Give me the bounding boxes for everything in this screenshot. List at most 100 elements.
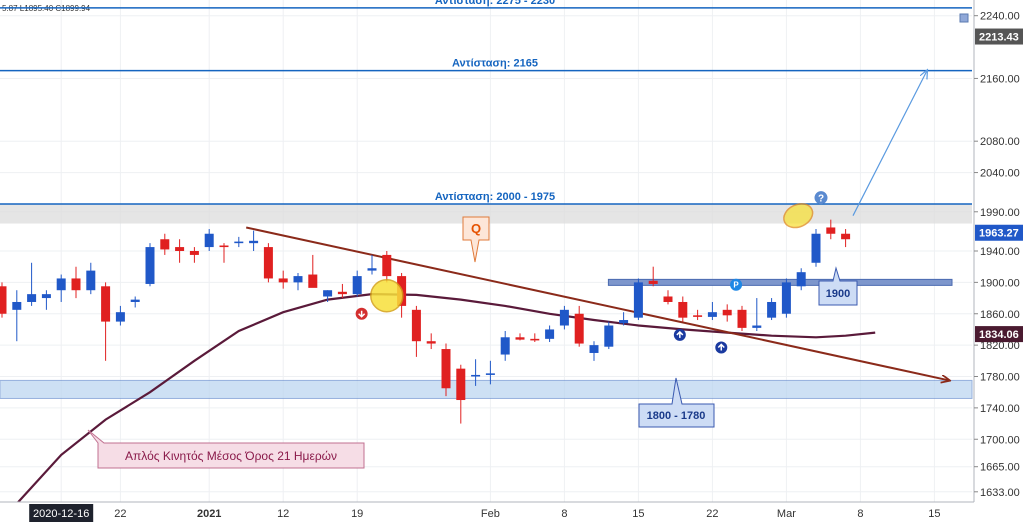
candle-body: [633, 282, 643, 318]
support-zone-1800-1780: [0, 379, 973, 399]
x-tick-label: 19: [351, 508, 363, 520]
candle-body: [249, 240, 259, 244]
candle-body: [648, 280, 658, 284]
candle: [707, 301, 717, 321]
candle-body: [293, 276, 303, 283]
resistance-label-1: Αντίσταση: 2165: [452, 58, 538, 70]
candle: [145, 243, 155, 287]
candle: [767, 298, 777, 321]
candle: [27, 262, 37, 306]
y-tick-label: 2080.00: [980, 136, 1020, 148]
candle-body: [826, 227, 836, 234]
candle-body: [678, 301, 688, 318]
q-callout-label: Q: [471, 221, 481, 236]
candle: [515, 333, 525, 341]
candle: [189, 247, 199, 263]
candle: [796, 268, 806, 291]
candle: [485, 360, 495, 385]
panel-icon: [959, 13, 969, 23]
candle: [323, 290, 333, 302]
level-1900-callout-box: [818, 266, 858, 306]
candle-body: [130, 299, 140, 302]
candle: [841, 229, 851, 248]
candle: [382, 251, 392, 283]
level-1900-callout: 1900: [818, 266, 858, 306]
candle-body: [619, 320, 629, 324]
candle: [337, 283, 347, 299]
candle: [589, 341, 599, 361]
moving-average-line: [15, 292, 876, 505]
candle: [441, 343, 451, 397]
candle-body: [559, 309, 569, 326]
y-tick-label: 1940.00: [980, 246, 1020, 258]
candle: [471, 359, 481, 386]
candle: [722, 304, 732, 322]
up-arrow-glyph: [717, 343, 725, 351]
candle-body: [411, 309, 421, 342]
candle-body: [796, 272, 806, 287]
projection-arrow: [852, 71, 927, 216]
y-tick-label: 1900.00: [980, 277, 1020, 289]
y-tick-label: 1633.00: [980, 487, 1020, 499]
candle: [278, 270, 288, 289]
price-tag-bg: [975, 28, 1023, 45]
candle: [811, 229, 821, 267]
x-cursor-date-label: 2020-12-16: [33, 508, 89, 520]
highlight-ellipse-march: [783, 203, 814, 229]
resistance-label-2: Αντίσταση: 2000 - 1975: [435, 191, 555, 203]
candle-body: [781, 282, 791, 314]
candle-body: [752, 325, 762, 328]
q-callout: Q: [462, 216, 490, 263]
candle: [678, 296, 688, 322]
candle-body: [56, 278, 66, 291]
candle-body: [545, 329, 555, 339]
candle-body: [86, 270, 96, 291]
candle: [367, 254, 377, 275]
x-tick-label: 22: [114, 508, 126, 520]
candle: [663, 290, 673, 305]
y-tick-label: 2160.00: [980, 73, 1020, 85]
candle-body: [693, 315, 703, 317]
downtrend-line: [245, 226, 949, 380]
candle-body: [574, 313, 584, 344]
ma-callout-box: [87, 429, 365, 469]
candle-body: [767, 301, 777, 318]
candle: [219, 243, 229, 263]
x-tick-label: Feb: [481, 508, 500, 520]
level-1900-label: 1900: [826, 288, 850, 300]
candle: [648, 266, 658, 287]
candle-body: [234, 241, 244, 244]
candle-body: [367, 268, 377, 271]
candle-body: [263, 247, 273, 279]
candle: [204, 229, 214, 251]
y-tick-label: 1740.00: [980, 403, 1020, 415]
candle: [56, 274, 66, 302]
x-axis: 2020-12-16 22 2021 12 19 Feb 8 15 22 Mar 8 15: [0, 501, 1024, 524]
candle: [574, 305, 584, 347]
y-axis-bg: [974, 0, 1024, 524]
resistance-label-0: Αντίσταση: 2275 - 2230: [435, 0, 555, 7]
resistance-zone-2000-1975: [0, 203, 972, 224]
y-tick-label: 2040.00: [980, 168, 1020, 180]
candle-body: [189, 251, 199, 255]
candle-body: [456, 368, 466, 401]
candle: [633, 278, 643, 321]
candle-body: [337, 291, 347, 295]
highlight-circle-january: [370, 278, 404, 313]
support-callout-box: [638, 377, 715, 428]
candle-body: [471, 374, 481, 377]
support-callout: 1800 - 1780: [638, 377, 715, 428]
candle: [160, 233, 170, 255]
candle-body: [811, 233, 821, 263]
candle: [781, 278, 791, 318]
candle-body: [441, 349, 451, 389]
candle-body: [530, 338, 540, 341]
candle: [545, 325, 555, 342]
price-tag-bg: [975, 224, 1023, 241]
candle: [308, 254, 318, 288]
candle-body: [707, 312, 717, 317]
candles: [0, 219, 851, 424]
candle: [456, 364, 466, 424]
x-tick-label: 8: [857, 508, 863, 520]
